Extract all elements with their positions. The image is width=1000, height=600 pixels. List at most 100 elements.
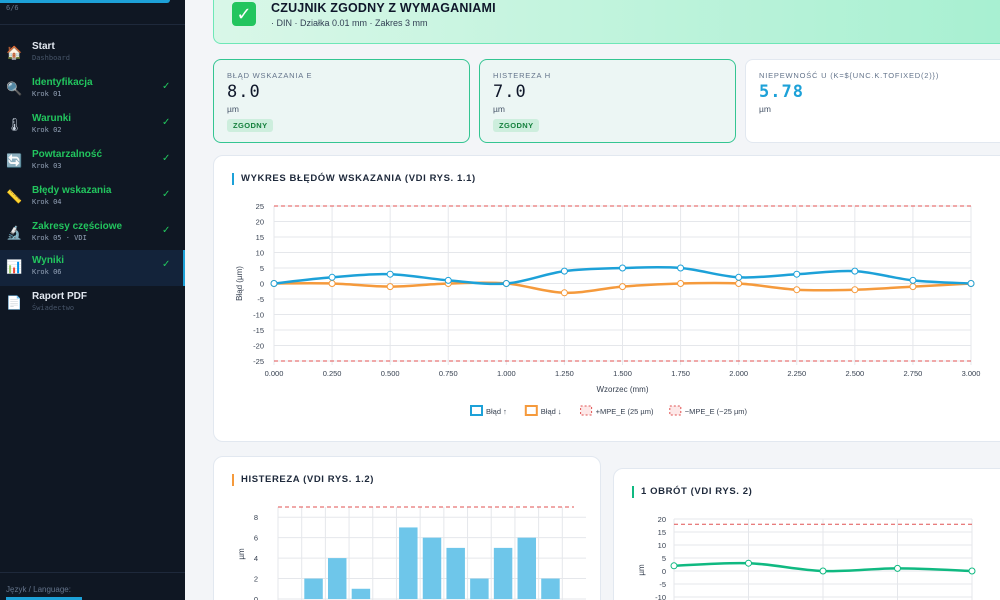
data-point: [502, 280, 510, 287]
legend-label: +MPE_E (25 µm): [596, 407, 654, 416]
data-point: [745, 559, 752, 567]
data-point: [894, 564, 901, 572]
x-tick-label: 1.000: [497, 369, 516, 378]
data-point: [819, 567, 827, 575]
stat-hysteresis-card: HISTEREZA H 7.0 µm ZGODNY: [479, 59, 736, 143]
house-icon: 🏠: [6, 45, 23, 60]
x-tick-label: 0.000: [265, 369, 284, 378]
data-point: [270, 280, 278, 287]
legend-swatch: [669, 405, 682, 416]
x-tick-label: 0.500: [381, 369, 400, 378]
check-box-icon: ✓: [232, 2, 256, 26]
data-point: [909, 276, 917, 284]
chart-title: 1 OBRÓT (VDI RYS. 2): [632, 486, 752, 498]
sidebar-item-krok-02[interactable]: 🌡 Warunki Krok 02 ✓: [0, 108, 185, 144]
hysteresis-chart-card: HISTEREZA (VDI RYS. 1.2) 8 6 4 2 0 µm: [213, 456, 601, 600]
sidebar-item-label: Identyfikacja: [32, 77, 93, 88]
data-point: [793, 286, 801, 294]
sidebar-item-krok-04[interactable]: 📏 Błędy wskazania Krok 04 ✓: [0, 180, 185, 216]
stat-value: 7.0: [493, 82, 527, 102]
check-icon: ✓: [162, 81, 171, 92]
bar: [327, 558, 347, 599]
sidebar-item-krok-05-vdi[interactable]: 🔬 Zakresy częściowe Krok 05 · VDI ✓: [0, 216, 185, 252]
stat-unit: µm: [227, 104, 239, 114]
y-tick-label: 0: [662, 567, 666, 576]
y-tick-label: -5: [659, 580, 666, 589]
sidebar-item-label: Warunki: [32, 113, 72, 124]
x-tick-label: 1.250: [555, 369, 574, 378]
bar: [399, 527, 418, 599]
sidebar-item-dashboard[interactable]: 🏠 Start Dashboard: [0, 36, 185, 72]
sidebar-item-step: Krok 06: [32, 268, 62, 276]
data-point: [851, 286, 859, 294]
status-badge: ZGODNY: [227, 119, 274, 132]
sidebar-item-krok-03[interactable]: 🔄 Powtarzalność Krok 03 ✓: [0, 144, 185, 180]
bar: [351, 588, 371, 599]
data-point: [677, 280, 685, 287]
sidebar-item--wiadectwo[interactable]: 📄 Raport PDF Świadectwo: [0, 286, 185, 322]
sidebar-item-krok-06[interactable]: 📊 Wyniki Krok 06 ✓: [0, 250, 185, 286]
y-tick-label: 20: [256, 218, 264, 227]
stat-value: 8.0: [227, 82, 261, 102]
y-tick-label: 4: [254, 554, 258, 563]
status-badge: ZGODNY: [493, 119, 540, 132]
y-tick-label: -10: [655, 593, 666, 600]
data-point: [619, 283, 626, 291]
legend-swatch: [580, 405, 593, 416]
y-tick-label: 6: [254, 534, 258, 543]
error-chart: 25 20 15 10 5 0 -5 -10 -15 -20 -250.000 0.250 0.500 0…: [235, 202, 981, 416]
document-icon: 📄: [6, 295, 23, 310]
data-point: [386, 283, 394, 291]
sidebar-item-step: Krok 05 · VDI: [32, 234, 87, 242]
check-icon: ✓: [162, 259, 171, 270]
x-tick-label: 2.750: [904, 369, 923, 378]
data-point: [851, 267, 859, 275]
progress-bar: [0, 0, 170, 3]
ruler-icon: 📏: [6, 189, 23, 204]
hysteresis-chart: 8 6 4 2 0 µm: [237, 506, 586, 600]
data-point: [670, 562, 678, 570]
y-tick-label: 2: [254, 575, 258, 584]
y-tick-label: 20: [658, 515, 666, 524]
y-tick-label: 25: [256, 202, 264, 211]
sidebar-item-step: Krok 03: [32, 162, 62, 170]
data-point: [386, 270, 394, 278]
sidebar-item-label: Powtarzalność: [32, 149, 103, 160]
language-select[interactable]: [6, 597, 82, 600]
y-tick-label: 8: [254, 513, 258, 522]
y-tick-label: 15: [256, 233, 264, 242]
stat-value: 5.78: [759, 82, 804, 102]
sidebar-item-label: Wyniki: [32, 255, 65, 266]
x-tick-label: 3.000: [962, 369, 981, 378]
error-chart-card: WYKRES BŁĘDÓW WSKAZANIA (VDI RYS. 1.1) 2…: [213, 155, 1000, 442]
y-axis-label: Błąd (µm): [235, 266, 244, 301]
sidebar-item-step: Świadectwo: [32, 304, 75, 312]
sidebar-item-krok-01[interactable]: 🔍 Identyfikacja Krok 01 ✓: [0, 72, 185, 108]
data-point: [909, 283, 917, 291]
sidebar-item-label: Błędy wskazania: [32, 185, 112, 196]
x-tick-label: 0.250: [323, 369, 342, 378]
bar: [304, 578, 323, 599]
revolution-chart: 20 15 10 5 0 -5 -10 µm: [637, 515, 976, 600]
divider: [0, 24, 185, 25]
check-icon: ✓: [162, 225, 171, 236]
sidebar-item-label: Zakresy częściowe: [32, 221, 123, 232]
legend-label: −MPE_E (−25 µm): [685, 407, 748, 416]
data-point: [560, 289, 568, 297]
sidebar-item-step: Krok 04: [32, 198, 62, 206]
y-axis-label: µm: [637, 564, 646, 576]
compliance-banner: ✓ CZUJNIK ZGODNY Z WYMAGANIAMI · DIN · D…: [213, 0, 1000, 44]
chart-title: WYKRES BŁĘDÓW WSKAZANIA (VDI RYS. 1.1): [232, 173, 476, 185]
legend-swatch: [470, 405, 483, 416]
stat-label: BŁĄD WSKAZANIA E: [227, 71, 313, 80]
bar: [446, 547, 465, 599]
y-tick-label: -10: [253, 311, 264, 320]
y-tick-label: 10: [256, 249, 264, 258]
x-tick-label: 1.500: [613, 369, 632, 378]
y-tick-label: -20: [253, 342, 264, 351]
x-tick-label: 0.750: [439, 369, 458, 378]
y-tick-label: -5: [257, 295, 264, 304]
sidebar-item-step: Krok 02: [32, 126, 62, 134]
data-point: [677, 264, 685, 272]
data-point: [735, 280, 743, 287]
